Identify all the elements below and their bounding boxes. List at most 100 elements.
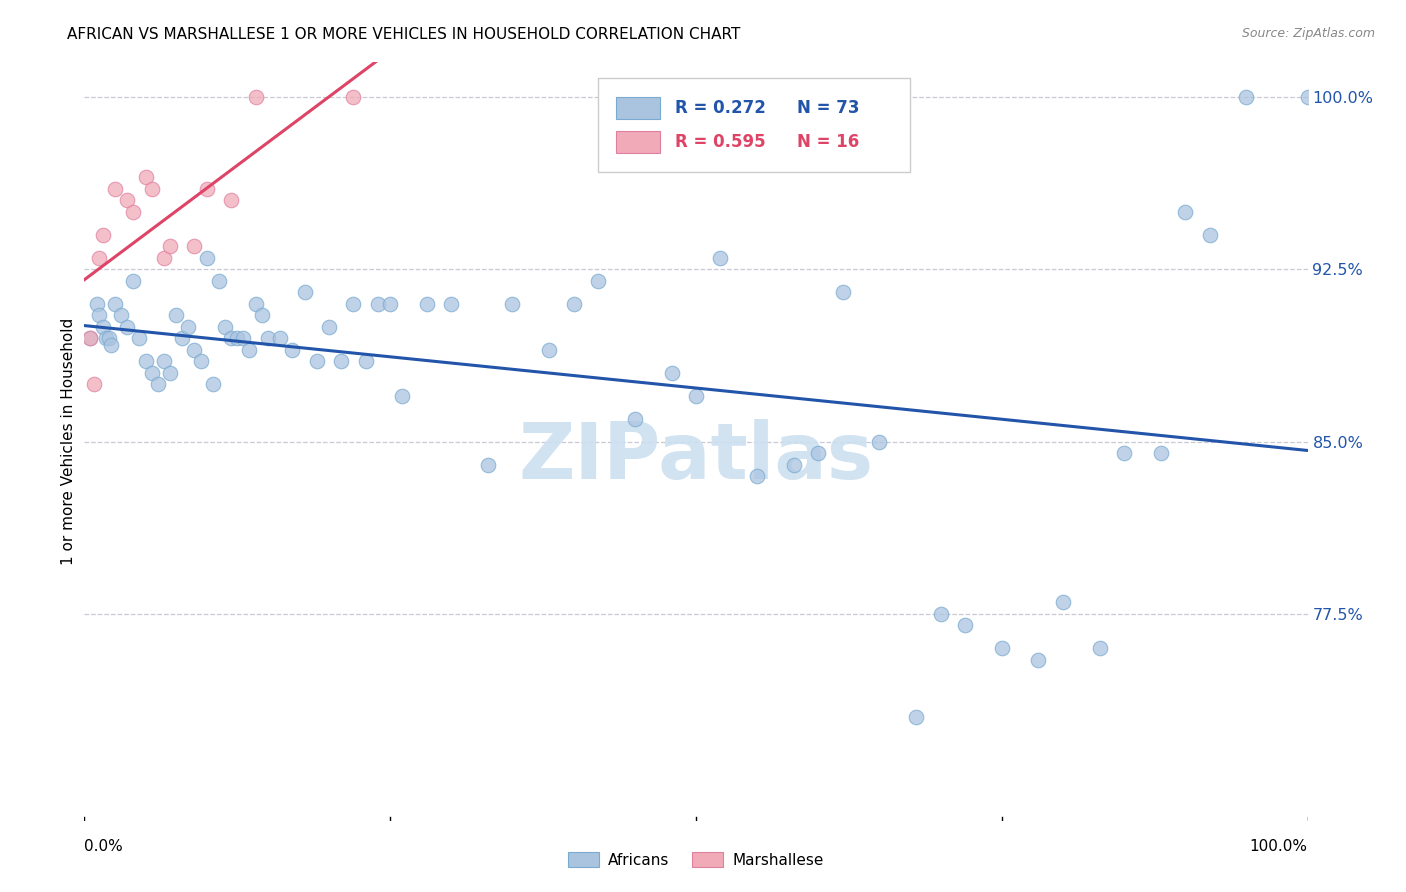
Point [991, 641, 1014, 656]
Point [208, 274, 231, 288]
Point [586, 274, 609, 288]
Point [380, 296, 402, 310]
Point [183, 239, 205, 253]
Point [79, 331, 101, 345]
Point [219, 331, 242, 345]
Point [183, 343, 205, 357]
Point [91, 319, 114, 334]
Point [1088, 641, 1111, 656]
Point [128, 331, 150, 345]
Point [538, 343, 561, 357]
Point [1174, 204, 1197, 219]
Point [100, 338, 122, 352]
Point [1296, 90, 1319, 104]
Point [91, 227, 114, 242]
Point [440, 296, 463, 310]
Point [226, 331, 249, 345]
Point [562, 296, 585, 310]
FancyBboxPatch shape [598, 78, 910, 172]
Point [330, 354, 353, 368]
Point [195, 251, 218, 265]
Point [159, 366, 181, 380]
Point [342, 296, 364, 310]
Point [153, 354, 176, 368]
Point [685, 388, 707, 402]
Point [135, 354, 157, 368]
Point [141, 366, 163, 380]
Point [929, 607, 952, 621]
Point [172, 331, 194, 345]
Point [159, 239, 181, 253]
Point [115, 194, 138, 208]
Point [1150, 446, 1173, 460]
Point [238, 343, 260, 357]
Point [250, 308, 273, 322]
Point [115, 319, 138, 334]
Point [281, 343, 304, 357]
Text: R = 0.272: R = 0.272 [675, 99, 766, 117]
Point [709, 251, 731, 265]
Point [1114, 446, 1136, 460]
Point [96, 331, 118, 345]
Point [86, 296, 108, 310]
Point [87, 308, 110, 322]
Legend: Africans, Marshallese: Africans, Marshallese [562, 846, 830, 873]
Text: N = 16: N = 16 [797, 133, 859, 151]
Point [201, 377, 224, 392]
Point [367, 296, 389, 310]
Point [783, 458, 806, 472]
Point [122, 204, 145, 219]
Text: Source: ZipAtlas.com: Source: ZipAtlas.com [1241, 27, 1375, 40]
Point [502, 296, 524, 310]
Point [294, 285, 316, 300]
Point [831, 285, 853, 300]
Point [624, 411, 647, 425]
Point [97, 331, 120, 345]
Point [190, 354, 212, 368]
Point [232, 331, 254, 345]
FancyBboxPatch shape [616, 96, 661, 120]
Point [214, 319, 236, 334]
Point [219, 194, 242, 208]
Point [477, 458, 499, 472]
FancyBboxPatch shape [616, 130, 661, 153]
Point [79, 331, 101, 345]
Point [83, 377, 105, 392]
Point [305, 354, 328, 368]
Point [153, 251, 176, 265]
Point [318, 319, 340, 334]
Point [342, 90, 364, 104]
Point [953, 618, 976, 632]
Point [1052, 595, 1074, 609]
Point [87, 251, 110, 265]
Text: 100.0%: 100.0% [1250, 839, 1308, 854]
Point [195, 182, 218, 196]
Y-axis label: 1 or more Vehicles in Household: 1 or more Vehicles in Household [60, 318, 76, 566]
Point [104, 296, 127, 310]
Point [416, 296, 439, 310]
Text: 0.0%: 0.0% [84, 839, 124, 854]
Point [661, 366, 683, 380]
Point [146, 377, 169, 392]
Point [245, 296, 267, 310]
Text: N = 73: N = 73 [797, 99, 860, 117]
Point [1028, 653, 1050, 667]
Point [245, 90, 267, 104]
Point [177, 319, 200, 334]
Point [141, 182, 163, 196]
Point [1236, 90, 1258, 104]
Point [165, 308, 187, 322]
Point [110, 308, 132, 322]
Point [869, 434, 891, 449]
Text: ZIPatlas: ZIPatlas [519, 418, 873, 495]
Point [354, 354, 377, 368]
Point [807, 446, 830, 460]
Point [391, 388, 413, 402]
Point [905, 710, 928, 724]
Text: R = 0.595: R = 0.595 [675, 133, 766, 151]
Text: AFRICAN VS MARSHALLESE 1 OR MORE VEHICLES IN HOUSEHOLD CORRELATION CHART: AFRICAN VS MARSHALLESE 1 OR MORE VEHICLE… [67, 27, 741, 42]
Point [747, 469, 769, 483]
Point [104, 182, 127, 196]
Point [122, 274, 145, 288]
Point [269, 331, 291, 345]
